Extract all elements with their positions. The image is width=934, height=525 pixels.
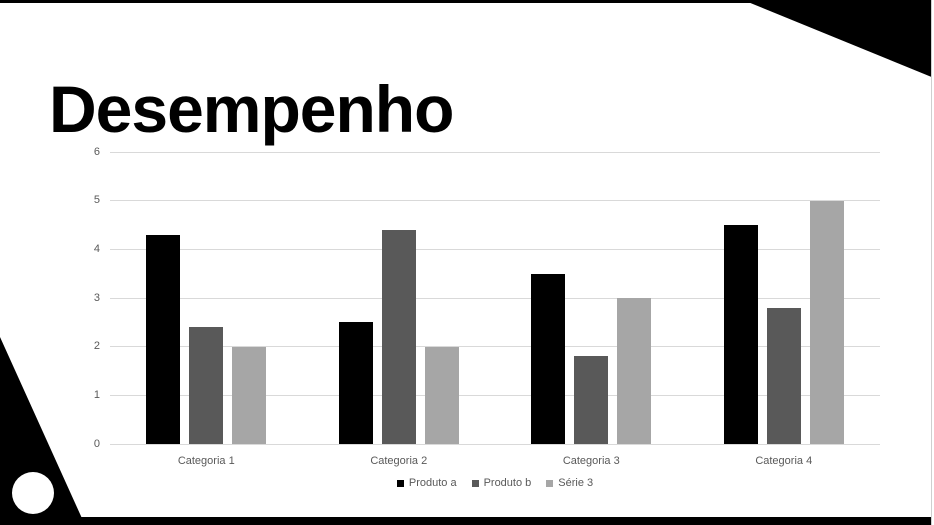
legend-item-produto-a: Produto a	[396, 477, 457, 489]
legend-label: Produto b	[483, 477, 532, 489]
x-axis-category-labels: Categoria 1 Categoria 2 Categoria 3 Categor…	[110, 455, 880, 467]
y-tick-label-0: 0	[93, 437, 100, 450]
y-tick-label-3: 3	[93, 291, 100, 304]
y-tick-label-2: 2	[93, 340, 100, 353]
bottom-edge-bar	[0, 517, 934, 525]
gridline-1	[110, 394, 880, 396]
gridline-5	[110, 200, 880, 202]
y-tick-label-6: 6	[93, 145, 100, 158]
bar-produto-b-cat1	[189, 327, 224, 444]
bar-produto-a-cat1	[146, 234, 181, 444]
bar-group-4	[688, 152, 881, 444]
slide-title: Desempenho	[49, 72, 454, 147]
bar-produto-b-cat3	[574, 356, 609, 444]
gridline-3	[110, 297, 880, 299]
legend-item-produto-b: Produto b	[471, 477, 532, 489]
legend-swatch-icon	[471, 479, 479, 487]
chart-legend: Produto a Produto b Série 3	[110, 477, 880, 489]
y-tick-label-5: 5	[93, 194, 100, 207]
gridline-0	[110, 443, 880, 445]
gridline-2	[110, 346, 880, 348]
bar-série-3-cat1	[232, 346, 267, 444]
circle-decoration	[12, 472, 54, 514]
slide-right-edge	[931, 0, 934, 525]
bar-groups	[110, 152, 880, 444]
y-tick-label-4: 4	[93, 242, 100, 255]
bar-group-2	[303, 152, 496, 444]
bar-série-3-cat4	[809, 200, 844, 444]
gridline-6	[110, 151, 880, 153]
bar-group-1	[110, 152, 303, 444]
category-label-4: Categoria 4	[755, 455, 813, 467]
legend-swatch-icon	[396, 479, 404, 487]
bar-série-3-cat3	[617, 298, 652, 444]
bar-produto-b-cat2	[381, 229, 416, 444]
top-right-corner-triangle	[743, 0, 934, 78]
bar-group-3	[495, 152, 688, 444]
legend-label: Produto a	[408, 477, 457, 489]
bar-série-3-cat2	[424, 346, 459, 444]
category-label-2: Categoria 2	[370, 455, 428, 467]
bar-produto-a-cat4	[723, 225, 758, 444]
gridline-4	[110, 248, 880, 250]
bar-produto-b-cat4	[766, 307, 801, 444]
legend-swatch-icon	[546, 479, 554, 487]
category-label-3: Categoria 3	[562, 455, 620, 467]
bar-chart-plot-area	[110, 151, 880, 445]
y-tick-label-1: 1	[93, 388, 100, 401]
legend-label: Série 3	[558, 477, 594, 489]
legend-item-série-3: Série 3	[546, 477, 593, 489]
category-label-1: Categoria 1	[177, 455, 235, 467]
bar-produto-a-cat2	[338, 322, 373, 444]
top-edge-bar	[0, 0, 934, 3]
bar-produto-a-cat3	[531, 273, 566, 444]
